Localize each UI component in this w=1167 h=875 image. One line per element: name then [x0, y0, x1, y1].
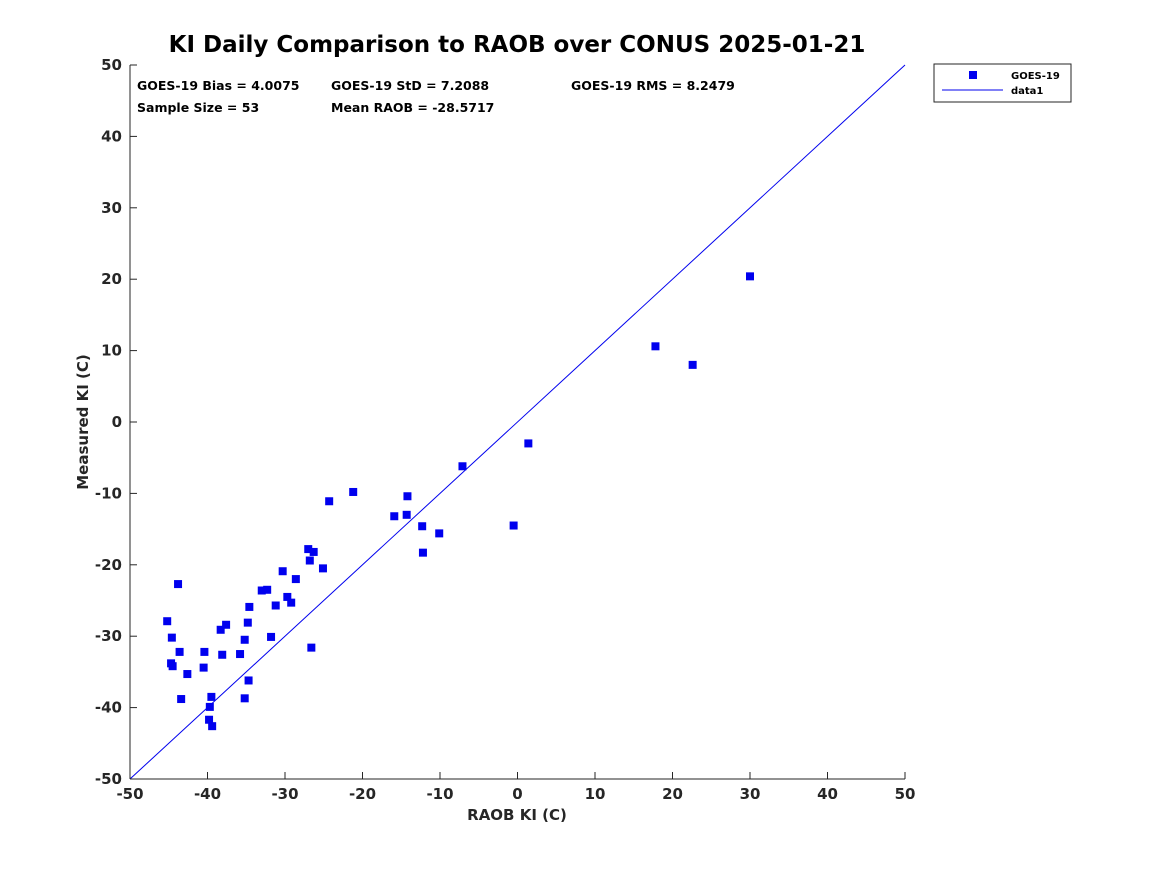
scatter-point-goes19	[168, 662, 177, 671]
scatter-point-goes19	[236, 650, 245, 659]
scatter-point-goes19	[205, 715, 214, 724]
scatter-point-goes19	[216, 625, 225, 634]
legend-box	[933, 63, 1072, 103]
x-tick-label: 50	[895, 785, 916, 803]
x-tick-label: 40	[817, 785, 838, 803]
scatter-point-goes19	[402, 510, 411, 519]
scatter-point-goes19	[244, 676, 253, 685]
y-tick-label: 10	[101, 342, 122, 360]
scatter-point-goes19	[200, 647, 209, 656]
y-tick-label: -40	[95, 699, 122, 717]
stat-std: GOES-19 StD = 7.2088	[331, 78, 489, 93]
scatter-point-goes19	[403, 492, 412, 501]
scatter-point-goes19	[267, 632, 276, 641]
scatter-point-goes19	[524, 439, 533, 448]
x-tick-label: 30	[740, 785, 761, 803]
scatter-point-goes19	[418, 522, 427, 531]
scatter-point-goes19	[167, 633, 176, 642]
scatter-point-goes19	[205, 702, 214, 711]
scatter-point-goes19	[245, 602, 254, 611]
scatter-point-goes19	[240, 694, 249, 703]
legend: GOES-19 data1	[933, 63, 1072, 103]
data-layer	[129, 64, 906, 780]
scatter-point-goes19	[349, 487, 358, 496]
scatter-point-goes19	[309, 547, 318, 556]
scatter-point-goes19	[240, 635, 249, 644]
scatter-point-goes19	[243, 618, 252, 627]
y-tick-label: -50	[95, 770, 122, 788]
series-line-data1	[129, 64, 906, 780]
legend-label-goes19: GOES-19	[1011, 71, 1060, 82]
scatter-point-goes19	[278, 567, 287, 576]
x-tick-label: 10	[585, 785, 606, 803]
x-ticks: -50 -40 -30 -20 -10 0 10 20 30 40 50	[116, 772, 915, 803]
y-tick-label: 30	[101, 199, 122, 217]
stat-rms: GOES-19 RMS = 8.2479	[571, 78, 735, 93]
scatter-point-goes19	[183, 670, 192, 679]
scatter-point-goes19	[304, 545, 313, 554]
scatter-point-goes19	[174, 580, 183, 589]
scatter-point-goes19	[458, 462, 467, 471]
scatter-point-goes19	[222, 620, 231, 629]
scatter-point-goes19	[283, 592, 292, 601]
scatter-point-goes19	[509, 521, 518, 530]
x-tick-label: 0	[512, 785, 522, 803]
scatter-point-goes19	[688, 360, 697, 369]
y-tick-label: -10	[95, 484, 122, 502]
scatter-point-goes19	[390, 512, 399, 521]
y-axis-label: Measured KI (C)	[74, 354, 92, 490]
y-tick-label: 40	[101, 127, 122, 145]
legend-label-data1: data1	[1011, 86, 1043, 97]
x-tick-label: -50	[116, 785, 143, 803]
stat-mean-raob: Mean RAOB = -28.5717	[331, 100, 494, 115]
y-tick-label: 0	[112, 413, 122, 431]
scatter-point-goes19	[325, 497, 334, 506]
x-tick-label: -30	[271, 785, 298, 803]
scatter-point-goes19	[271, 601, 280, 610]
scatter-point-goes19	[287, 598, 296, 607]
chart-title: KI Daily Comparison to RAOB over CONUS 2…	[169, 32, 866, 58]
y-tick-label: -20	[95, 556, 122, 574]
x-tick-label: -10	[426, 785, 453, 803]
x-tick-label: -40	[194, 785, 221, 803]
scatter-point-goes19	[418, 548, 427, 557]
x-tick-label: -20	[349, 785, 376, 803]
stat-sample-size: Sample Size = 53	[137, 100, 259, 115]
legend-marker-goes19	[969, 71, 977, 79]
scatter-point-goes19	[305, 556, 314, 565]
scatter-point-goes19	[257, 586, 266, 595]
x-tick-label: 20	[662, 785, 683, 803]
scatter-point-goes19	[208, 722, 217, 731]
scatter-point-goes19	[199, 663, 208, 672]
scatter-point-goes19	[435, 529, 444, 538]
scatter-point-goes19	[207, 692, 216, 701]
scatter-point-goes19	[175, 647, 184, 656]
scatter-point-goes19	[163, 617, 172, 626]
x-axis-label: RAOB KI (C)	[467, 806, 567, 824]
scatter-point-goes19	[318, 564, 327, 573]
y-tick-label: -30	[95, 627, 122, 645]
scatter-point-goes19	[307, 643, 316, 652]
scatter-point-goes19	[746, 272, 754, 281]
scatter-point-goes19	[651, 342, 660, 351]
y-tick-label: 20	[101, 270, 122, 288]
scatter-point-goes19	[177, 695, 186, 704]
y-ticks: 50 40 30 20 10 0 -10 -20 -30 -40 -50	[95, 56, 137, 788]
scatter-point-goes19	[263, 585, 272, 594]
y-tick-label: 50	[101, 56, 122, 74]
scatter-point-goes19	[291, 575, 300, 584]
stat-bias: GOES-19 Bias = 4.0075	[137, 78, 299, 93]
scatter-point-goes19	[218, 650, 227, 659]
